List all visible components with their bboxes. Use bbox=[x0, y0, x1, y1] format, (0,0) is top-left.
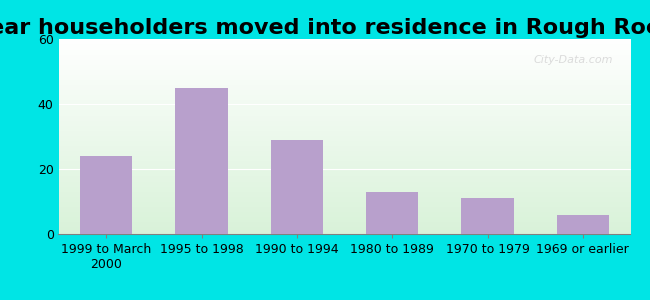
Bar bbox=[270, 140, 323, 234]
Bar bbox=[366, 192, 419, 234]
Text: City-Data.com: City-Data.com bbox=[534, 55, 614, 64]
Bar bbox=[556, 214, 609, 234]
Bar bbox=[176, 88, 227, 234]
Bar bbox=[462, 198, 514, 234]
Text: Year householders moved into residence in Rough Rock: Year householders moved into residence i… bbox=[0, 18, 650, 38]
Bar bbox=[80, 156, 133, 234]
